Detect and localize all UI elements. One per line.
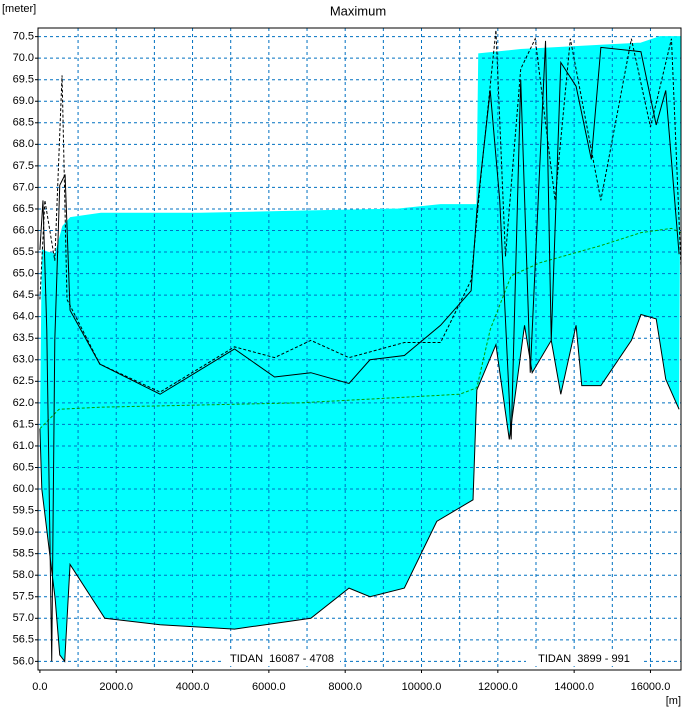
series-line <box>39 40 680 662</box>
x-tick-label: 10000.0 <box>402 681 442 693</box>
y-tick-label: 63.5 <box>13 332 34 344</box>
x-unit: [m] <box>666 695 681 707</box>
y-tick-label: 57.0 <box>13 612 34 624</box>
y-tick-label: 65.5 <box>13 246 34 258</box>
y-tick-label: 64.0 <box>13 311 34 323</box>
annotation: TIDAN 16087 - 4708 <box>230 653 334 665</box>
y-tick-label: 62.0 <box>13 397 34 409</box>
y-tick-label: 61.5 <box>13 418 34 430</box>
y-tick-label: 69.5 <box>13 74 34 86</box>
annotation-bg <box>526 652 642 666</box>
plot-area <box>38 28 681 670</box>
y-tick-label: 58.5 <box>13 548 34 560</box>
y-tick-label: 59.5 <box>13 504 34 516</box>
series-line <box>41 36 681 255</box>
chart-title: Maximum <box>330 3 386 18</box>
y-tick-label: 56.0 <box>13 655 34 667</box>
x-tick-label: 12000.0 <box>478 681 518 693</box>
x-tick-label: 16000.0 <box>631 681 671 693</box>
y-tick-label: 66.5 <box>13 203 34 215</box>
x-tick-label: 14000.0 <box>554 681 594 693</box>
y-tick-label: 62.5 <box>13 375 34 387</box>
y-tick-label: 67.0 <box>13 181 34 193</box>
series-line <box>39 313 680 663</box>
y-unit: [meter] <box>2 3 36 15</box>
annotation: TIDAN 3899 - 991 <box>538 653 630 665</box>
y-tick-label: 56.5 <box>13 634 34 646</box>
y-tick-label: 67.5 <box>13 160 34 172</box>
y-tick-label: 66.0 <box>13 224 34 236</box>
water-area <box>39 36 681 662</box>
y-tick-label: 63.0 <box>13 354 34 366</box>
y-tick-label: 61.0 <box>13 440 34 452</box>
plot-frame <box>37 27 682 671</box>
y-tick-label: 58.0 <box>13 569 34 581</box>
x-tick-label: 8000.0 <box>328 681 362 693</box>
series-line <box>39 30 681 393</box>
annotation-bg <box>224 652 340 666</box>
y-tick-label: 69.0 <box>13 95 34 107</box>
x-tick-label: 6000.0 <box>252 681 286 693</box>
y-tick-label: 70.0 <box>13 52 34 64</box>
y-tick-label: 60.5 <box>13 461 34 473</box>
y-tick-label: 68.5 <box>13 117 34 129</box>
y-tick-label: 60.0 <box>13 483 34 495</box>
x-tick-label: 0.0 <box>32 681 47 693</box>
y-tick-label: 70.5 <box>13 31 34 43</box>
series-line <box>39 227 681 430</box>
x-tick-label: 4000.0 <box>176 681 210 693</box>
y-tick-label: 59.0 <box>13 526 34 538</box>
y-tick-label: 68.0 <box>13 138 34 150</box>
x-tick-label: 2000.0 <box>99 681 133 693</box>
y-tick-label: 64.5 <box>13 289 34 301</box>
y-tick-label: 57.5 <box>13 591 34 603</box>
y-tick-label: 65.0 <box>13 268 34 280</box>
